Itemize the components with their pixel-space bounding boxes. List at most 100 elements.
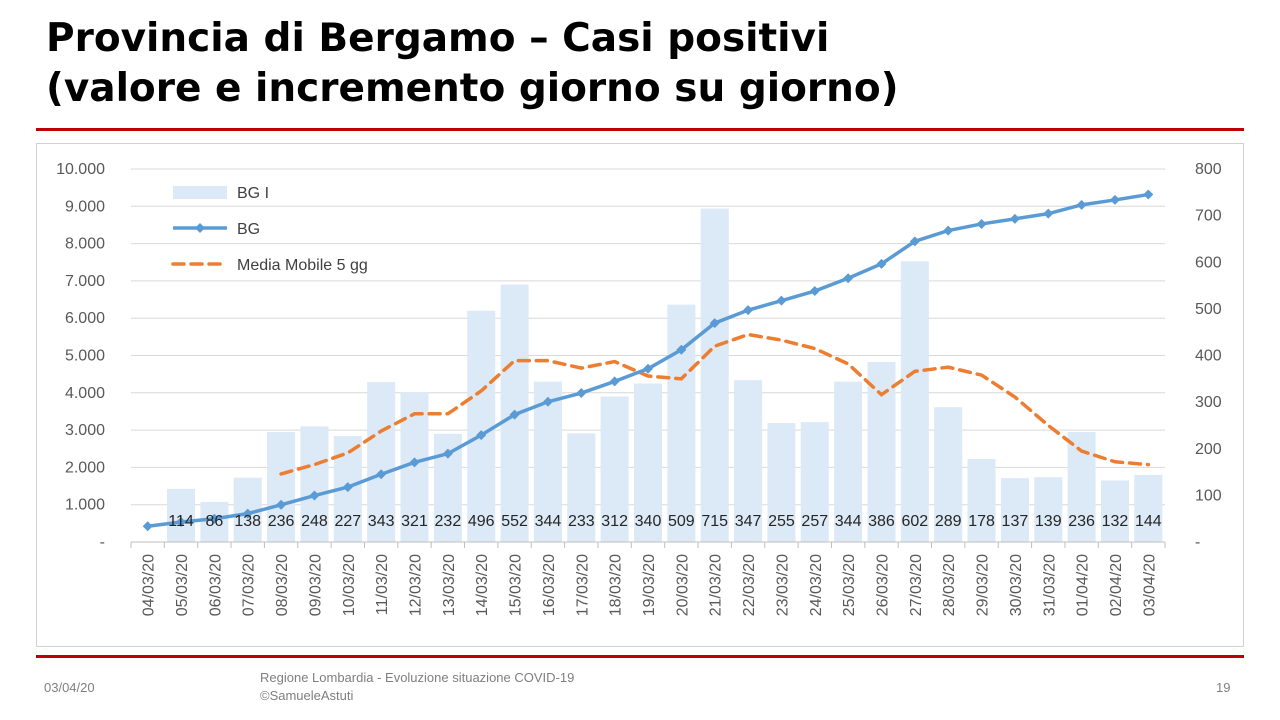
data-point-bg (342, 482, 353, 493)
bar (567, 433, 596, 542)
bar (834, 381, 863, 542)
legend-label-bar: BG I (237, 185, 269, 202)
data-point-bg (242, 508, 253, 519)
x-axis-tick-label: 19/03/20 (641, 554, 658, 616)
x-axis-tick-label: 11/03/20 (374, 554, 391, 615)
x-axis-tick-label: 10/03/20 (341, 554, 358, 616)
bar (1134, 474, 1163, 542)
left-axis-tick-label: 7.000 (65, 273, 105, 290)
bar-data-label: 236 (268, 513, 295, 530)
x-axis-tick-label: 31/03/20 (1041, 554, 1058, 616)
bar-data-label: 496 (468, 513, 495, 530)
bar (267, 431, 296, 542)
bar-data-label: 289 (935, 513, 962, 530)
footer-source-line-1: Regione Lombardia - Evoluzione situazion… (260, 670, 575, 685)
bar (367, 382, 396, 542)
legend-label-moving-average: Media Mobile 5 gg (237, 257, 368, 274)
bar (1034, 477, 1063, 542)
x-axis-tick-label: 22/03/20 (741, 554, 758, 616)
slide-title: Provincia di Bergamo – Casi positivi (va… (46, 14, 899, 114)
data-point-bg (209, 513, 220, 524)
x-axis-tick-label: 15/03/20 (508, 554, 525, 616)
footer-date: 03/04/20 (44, 680, 95, 695)
right-axis-tick-label: 700 (1195, 208, 1222, 225)
data-point-bg (176, 516, 187, 527)
bottom-divider (36, 655, 1244, 658)
bar-data-label: 344 (835, 513, 862, 530)
x-axis-tick-label: 23/03/20 (774, 554, 791, 616)
right-axis-tick-label: 500 (1195, 301, 1222, 318)
bar-data-label: 86 (205, 513, 223, 530)
bar-data-label: 340 (635, 513, 662, 530)
bar (700, 208, 729, 542)
bar (867, 362, 896, 542)
data-point-bg (576, 388, 587, 399)
bar (1100, 480, 1129, 542)
page-number: 19 (1216, 680, 1231, 695)
right-axis-tick-label: 400 (1195, 348, 1222, 365)
data-point-bg (909, 236, 920, 247)
x-axis-tick-label: 20/03/20 (674, 554, 691, 616)
x-axis-tick-label: 02/04/20 (1108, 554, 1125, 616)
data-point-bg (809, 286, 820, 297)
x-axis-tick-label: 30/03/20 (1008, 554, 1025, 616)
bar-data-label: 114 (168, 513, 194, 530)
x-axis-tick-label: 07/03/20 (241, 554, 258, 616)
bar (600, 396, 629, 542)
bar-data-label: 321 (401, 513, 428, 530)
data-point-bg (476, 430, 487, 441)
bar-data-label: 602 (901, 513, 928, 530)
bar-data-label: 343 (368, 513, 395, 530)
bar (800, 422, 829, 542)
x-axis-tick-label: 08/03/20 (274, 554, 291, 616)
x-axis-tick-label: 04/03/20 (141, 554, 158, 616)
bar-data-label: 233 (568, 513, 595, 530)
bar-data-label: 236 (1068, 513, 1095, 530)
data-point-bg (743, 305, 754, 316)
data-point-bg (1043, 208, 1054, 219)
x-axis-tick-label: 03/04/20 (1141, 554, 1158, 616)
x-axis-tick-label: 21/03/20 (708, 554, 725, 616)
x-axis-tick-label: 26/03/20 (874, 554, 891, 616)
bar-data-label: 312 (601, 513, 628, 530)
right-axis-tick-label: 800 (1195, 161, 1222, 178)
x-axis-tick-label: 18/03/20 (608, 554, 625, 616)
top-divider (36, 128, 1244, 131)
data-point-bg (609, 376, 620, 387)
x-axis-tick-label: 09/03/20 (307, 554, 324, 616)
footer-source: Regione Lombardia - Evoluzione situazion… (260, 669, 574, 705)
x-axis-tick-label: 27/03/20 (908, 554, 925, 616)
bar-data-label: 248 (301, 513, 328, 530)
data-point-bg (1109, 194, 1120, 205)
bar (767, 423, 796, 542)
bar (167, 488, 196, 542)
left-axis-tick-label: - (100, 534, 105, 551)
x-axis-tick-label: 29/03/20 (975, 554, 992, 616)
left-axis-tick-label: 6.000 (65, 310, 105, 327)
data-point-bg (1143, 189, 1154, 200)
legend-marker-bg (195, 223, 205, 233)
left-axis-tick-label: 8.000 (65, 236, 105, 253)
legend-swatch-bar (173, 186, 227, 199)
bar (533, 381, 562, 542)
right-axis-tick-label: - (1195, 534, 1200, 551)
x-axis-tick-label: 12/03/20 (408, 554, 425, 616)
bar-data-label: 255 (768, 513, 795, 530)
left-axis-tick-label: 9.000 (65, 198, 105, 215)
right-axis-tick-label: 200 (1195, 441, 1222, 458)
right-axis-tick-label: 600 (1195, 254, 1222, 271)
combo-chart: - 1.000 2.000 3.000 4.000 5.000 6.000 7.000 8.00… (56, 161, 1222, 616)
data-point-bg (976, 218, 987, 229)
right-axis-tick-label: 300 (1195, 394, 1222, 411)
left-axis-tick-label: 10.000 (56, 161, 105, 178)
bar-data-label: 257 (801, 513, 828, 530)
bar-data-label: 715 (701, 513, 728, 530)
bar (467, 310, 496, 542)
bar-data-label: 138 (234, 513, 261, 530)
x-axis-tick-label: 14/03/20 (474, 554, 491, 616)
bar (734, 380, 763, 542)
legend-label-bg: BG (237, 221, 260, 238)
bar (633, 383, 663, 542)
bar (934, 407, 963, 542)
bar-data-label: 347 (735, 513, 762, 530)
